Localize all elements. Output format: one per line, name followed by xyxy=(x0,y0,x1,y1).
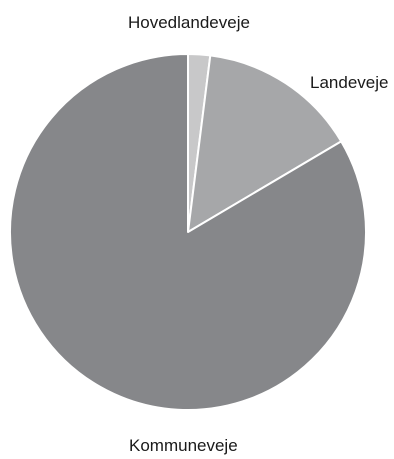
pie-slices xyxy=(9,52,367,411)
pie-slice-landeveje xyxy=(187,54,343,233)
pie-slice-kommuneveje xyxy=(9,53,367,411)
slice-label-kommuneveje: Kommuneveje xyxy=(129,436,238,455)
slice-label-landeveje: Landeveje xyxy=(310,73,388,92)
slice-label-hovedlandeveje: Hovedlandeveje xyxy=(128,13,250,32)
